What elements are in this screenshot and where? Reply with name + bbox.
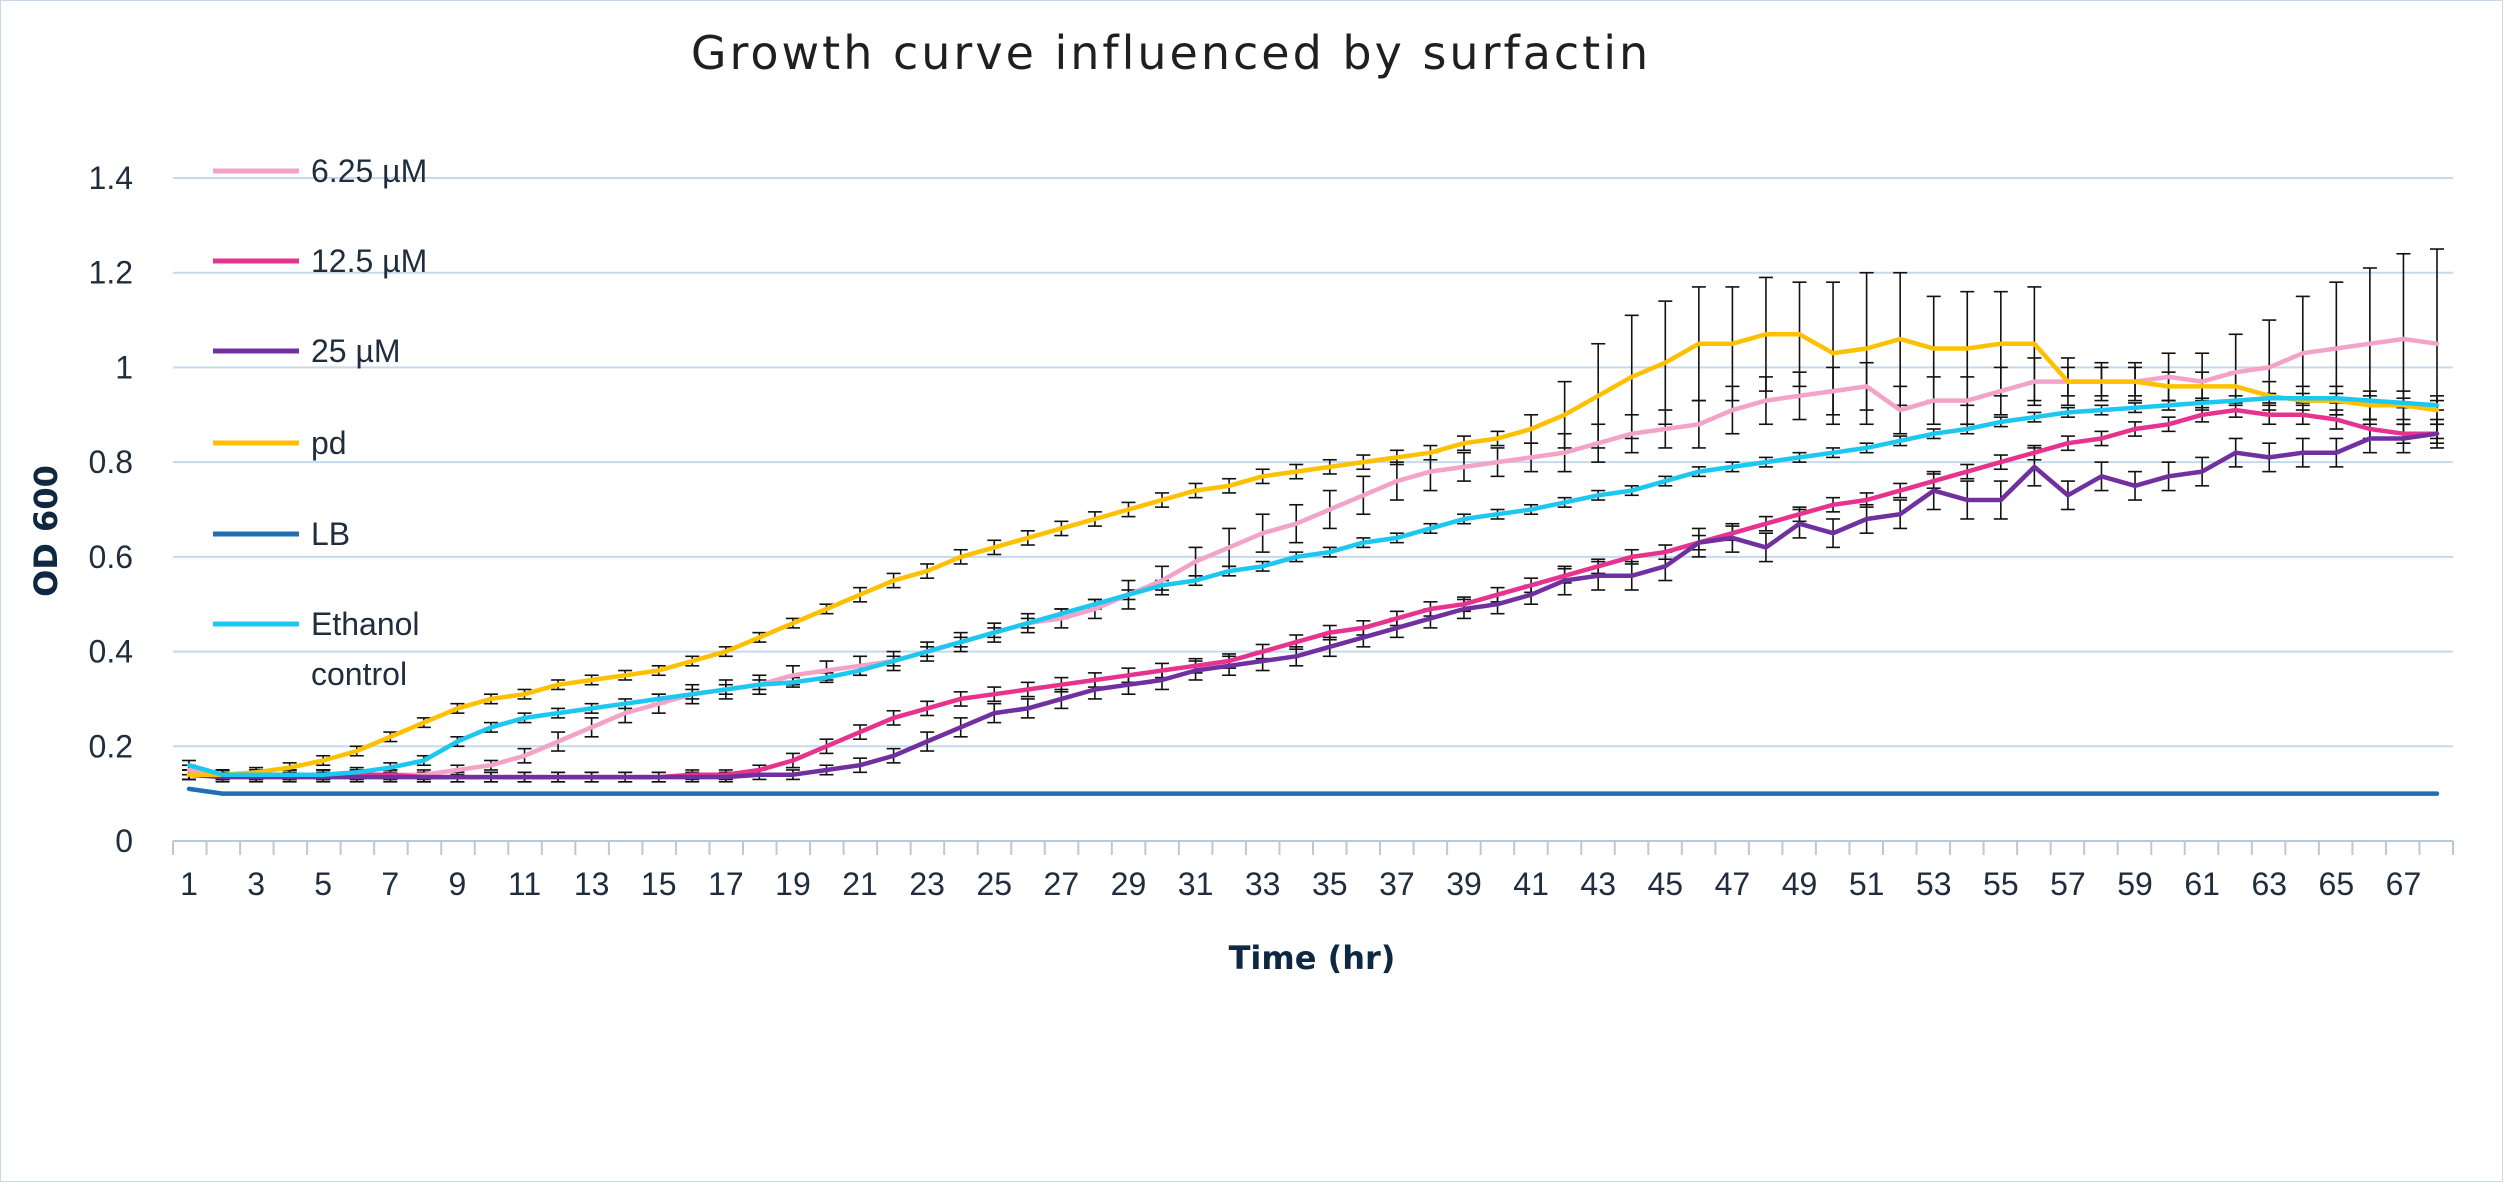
- x-tick-label: 37: [1379, 866, 1415, 902]
- x-tick-label: 53: [1916, 866, 1952, 902]
- series-line: [186, 332, 2440, 777]
- x-tick-label: 29: [1111, 866, 1147, 902]
- x-axis-ticks: 1 3 5 7 9 11 13 15 17 19 21 23 25 27 29 31 33 35 37 39 41 43 4…: [172, 841, 2454, 902]
- x-tick-label: 9: [449, 866, 467, 902]
- x-tick-label: 13: [574, 866, 610, 902]
- y-tick-label: 1: [115, 349, 133, 385]
- x-tick-label: 67: [2386, 866, 2422, 902]
- legend: 6.25 µM 12.5 µM 25 µM pd LB Ethanol control: [213, 153, 427, 692]
- x-tick-label: 65: [2319, 866, 2355, 902]
- chart-title: Growth curve influenced by surfactin: [691, 26, 1651, 80]
- x-tick-label: 25: [976, 866, 1012, 902]
- x-tick-label: 59: [2117, 866, 2153, 902]
- x-tick-label: 27: [1044, 866, 1080, 902]
- x-tick-label: 47: [1715, 866, 1751, 902]
- x-tick-label: 21: [842, 866, 878, 902]
- legend-label: pd: [311, 425, 347, 461]
- x-tick-label: 63: [2251, 866, 2287, 902]
- series-line: [186, 431, 2440, 780]
- x-tick-label: 57: [2050, 866, 2086, 902]
- x-tick-label: 35: [1312, 866, 1348, 902]
- x-tick-label: 1: [180, 866, 198, 902]
- legend-label: 6.25 µM: [311, 153, 427, 189]
- x-tick-label: 39: [1446, 866, 1482, 902]
- y-tick-label: 0.2: [89, 728, 133, 764]
- y-tick-label: 1.2: [89, 255, 133, 291]
- series-lines: [186, 332, 2440, 796]
- x-tick-label: 11: [508, 866, 541, 902]
- x-tick-label: 31: [1178, 866, 1214, 902]
- x-tick-label: 41: [1513, 866, 1549, 902]
- y-tick-label: 0.6: [89, 539, 133, 575]
- series-line: [186, 336, 2440, 777]
- legend-label: Ethanol control: [311, 606, 420, 692]
- x-tick-label: 23: [909, 866, 945, 902]
- x-tick-label: 51: [1849, 866, 1885, 902]
- legend-item: LB: [213, 516, 350, 552]
- legend-item: 12.5 µM: [213, 243, 427, 279]
- series-line: [186, 395, 2440, 777]
- x-tick-label: 19: [775, 866, 811, 902]
- y-tick-label: 0.8: [89, 444, 133, 480]
- gridlines: [173, 177, 2453, 842]
- x-tick-label: 3: [247, 866, 265, 902]
- y-tick-label: 1.4: [89, 160, 133, 196]
- y-axis-title: OD 600: [27, 465, 65, 597]
- x-tick-label: 45: [1648, 866, 1684, 902]
- legend-item: 25 µM: [213, 333, 401, 369]
- legend-label: 12.5 µM: [311, 243, 427, 279]
- x-tick-label: 55: [1983, 866, 2019, 902]
- x-tick-label: 7: [381, 866, 399, 902]
- x-tick-label: 49: [1782, 866, 1818, 902]
- legend-label: LB: [311, 516, 350, 552]
- x-tick-label: 5: [314, 866, 332, 902]
- y-tick-label: 0: [115, 823, 133, 859]
- legend-item: pd: [213, 425, 347, 461]
- x-tick-label: 43: [1580, 866, 1616, 902]
- x-axis-title: Time (hr): [1229, 939, 1396, 977]
- series-line: [186, 786, 2440, 796]
- y-tick-label: 0.4: [89, 634, 133, 670]
- x-tick-label: 33: [1245, 866, 1281, 902]
- x-tick-label: 61: [2184, 866, 2220, 902]
- legend-label: 25 µM: [311, 333, 401, 369]
- legend-item: 6.25 µM: [213, 153, 427, 189]
- legend-item: Ethanol control: [213, 606, 420, 692]
- y-axis-ticks: 0 0.2 0.4 0.6 0.8 1 1.2 1.4: [89, 160, 133, 859]
- x-tick-label: 15: [641, 866, 677, 902]
- x-tick-label: 17: [708, 866, 744, 902]
